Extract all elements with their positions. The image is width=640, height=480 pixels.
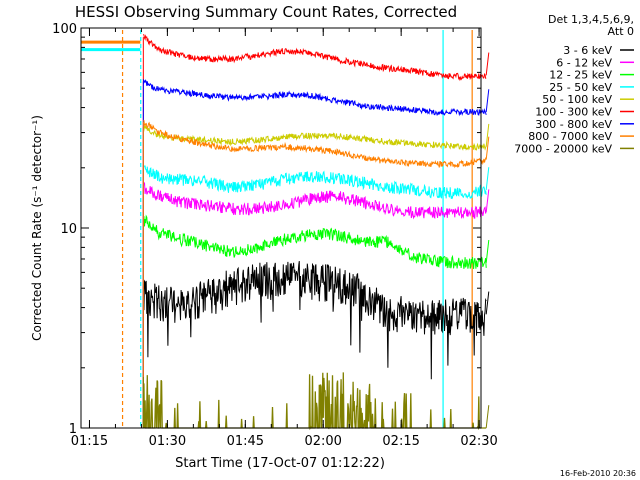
series-line-5 xyxy=(142,34,487,82)
series-line-4 xyxy=(142,125,487,151)
legend-label-5: 100 - 300 keV xyxy=(535,106,612,119)
x-tick-label-5: 02:30 xyxy=(460,434,497,449)
series-line-1 xyxy=(143,182,487,220)
x-tick-label-2: 01:45 xyxy=(227,434,264,449)
series-end-edge-6 xyxy=(485,89,490,113)
series-end-edge-4 xyxy=(485,123,490,147)
series-end-edge-8 xyxy=(485,405,490,429)
legend-label-7: 800 - 7000 keV xyxy=(528,130,612,143)
legend-label-3: 25 - 50 keV xyxy=(549,81,612,94)
legend-header-0: Det 1,3,4,5,6,9, xyxy=(548,13,634,26)
series-line-3 xyxy=(142,165,487,200)
legend-label-4: 50 - 100 keV xyxy=(542,93,612,106)
legend-header-1: Att 0 xyxy=(608,25,634,38)
legend-label-6: 300 - 800 keV xyxy=(535,118,612,131)
x-tick-label-3: 02:00 xyxy=(304,434,341,449)
y-tick-label-2: 100 xyxy=(52,22,77,37)
legend-label-0: 3 - 6 keV xyxy=(563,44,612,57)
y-tick-label-0: 1 xyxy=(69,422,77,437)
y-axis-label: Corrected Count Rate (s⁻¹ detector⁻¹) xyxy=(30,115,44,341)
legend-label-8: 7000 - 20000 keV xyxy=(514,142,612,155)
series-end-edge-0 xyxy=(485,291,490,315)
chart-title: HESSI Observing Summary Count Rates, Cor… xyxy=(75,3,457,21)
series-end-edge-1 xyxy=(485,189,490,213)
legend-label-2: 12 - 25 keV xyxy=(549,69,612,82)
x-tick-label-1: 01:30 xyxy=(149,434,186,449)
y-tick-label-1: 10 xyxy=(60,222,77,237)
series-line-6 xyxy=(142,79,487,117)
series-line-2 xyxy=(142,214,487,270)
series-end-edge-7 xyxy=(485,136,490,160)
series-end-edge-3 xyxy=(485,167,490,190)
x-tick-label-0: 01:15 xyxy=(71,434,108,449)
series-end-edge-2 xyxy=(485,239,490,263)
series-end-edge-5 xyxy=(485,52,490,76)
series-layer xyxy=(142,34,490,431)
series-line-7 xyxy=(143,119,487,169)
x-axis-label: Start Time (17-Oct-07 01:12:22) xyxy=(175,456,385,471)
x-tick-label-4: 02:15 xyxy=(382,434,419,449)
footer-timestamp: 16-Feb-2010 20:36 xyxy=(560,469,636,478)
legend-label-1: 6 - 12 keV xyxy=(556,56,612,69)
axes-layer: 01:15 01:30 01:45 02:00 02:15 02:30 1 10 100 xyxy=(52,22,498,449)
observing-markers xyxy=(81,30,473,428)
series-line-0 xyxy=(142,261,487,380)
